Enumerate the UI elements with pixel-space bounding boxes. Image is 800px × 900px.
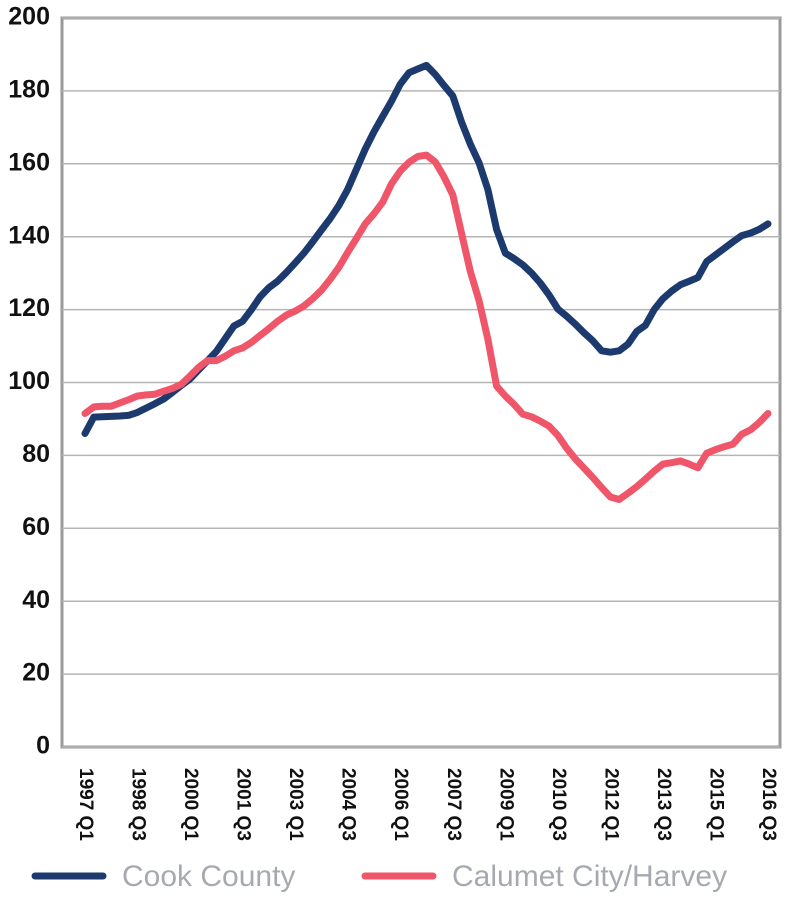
x-tick-label: 1997 Q1	[75, 768, 96, 841]
x-tick-label: 2004 Q3	[338, 768, 359, 841]
x-tick-label: 2015 Q1	[705, 768, 726, 841]
y-tick-label: 40	[22, 586, 50, 614]
y-tick-label: 0	[36, 732, 50, 760]
y-tick-label: 160	[8, 148, 50, 176]
x-tick-label: 2000 Q1	[180, 768, 201, 841]
x-tick-label: 2016 Q3	[758, 768, 779, 841]
y-tick-label: 60	[22, 513, 50, 541]
x-tick-label: 2006 Q1	[390, 768, 411, 841]
x-tick-label: 1998 Q3	[128, 768, 149, 841]
y-tick-label: 100	[8, 367, 50, 395]
legend-label: Cook County	[122, 860, 295, 893]
y-tick-label: 140	[8, 221, 50, 249]
x-tick-label: 2009 Q1	[495, 768, 516, 841]
y-tick-label: 20	[22, 659, 50, 687]
series-line	[81, 151, 772, 503]
x-tick-label: 2012 Q1	[600, 768, 621, 841]
y-tick-label: 180	[8, 76, 50, 104]
x-tick-label: 2013 Q3	[653, 768, 674, 841]
y-tick-label: 120	[8, 294, 50, 322]
x-tick-label: 2010 Q3	[548, 768, 569, 841]
legend-label: Calumet City/Harvey	[452, 860, 727, 893]
x-tick-label: 2001 Q3	[233, 768, 254, 841]
x-tick-label: 2007 Q3	[443, 768, 464, 841]
y-tick-label: 80	[22, 440, 50, 468]
x-tick-label: 2003 Q1	[285, 768, 306, 841]
y-tick-label: 200	[8, 3, 50, 31]
